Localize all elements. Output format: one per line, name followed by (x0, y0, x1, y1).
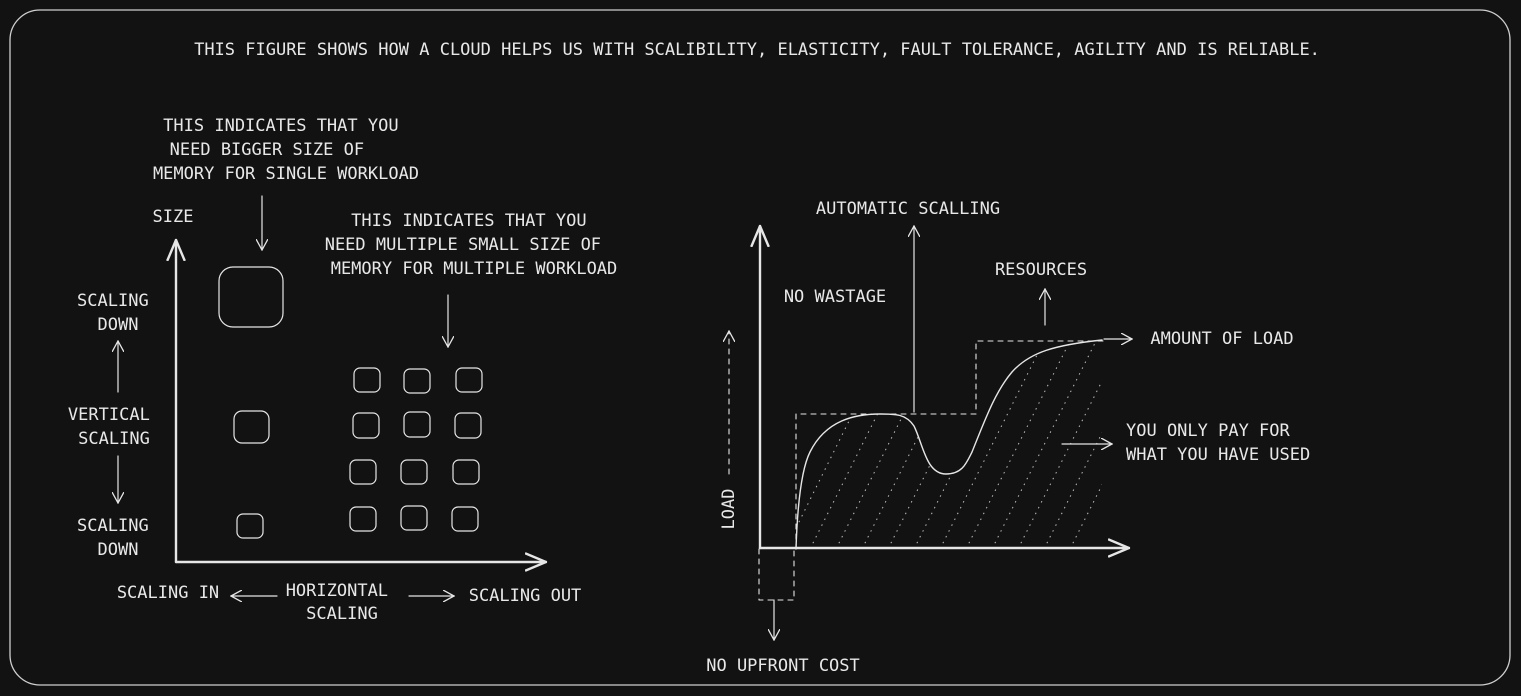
memory-box (352, 412, 380, 439)
no-upfront-cost-label: NO UPFRONT COST (706, 656, 860, 676)
memory-box (353, 367, 381, 393)
scaling-up-label-line: SCALING (77, 291, 149, 311)
pay-per-use-label-line: YOU ONLY PAY FOR (1126, 421, 1291, 441)
scaling-down-label: SCALING DOWN (77, 516, 159, 560)
horizontal-scaling-label-line: SCALING (306, 604, 378, 624)
horizontal-scaling-label-line: HORIZONTAL (286, 581, 388, 601)
resource-steps-dashed (795, 340, 1105, 550)
scaling-in-label: SCALING IN (117, 583, 219, 603)
memory-box (454, 412, 482, 439)
elasticity-load-diagram: LOAD AUTOMATIC SCALLING NO WASTAGE RESOU… (706, 199, 1310, 676)
vertical-scaling-label-line: VERTICAL (68, 405, 150, 425)
memory-box (400, 505, 428, 531)
memory-box (349, 459, 377, 485)
big-memory-note: THIS INDICATES THAT YOU NEED BIGGER SIZE… (153, 116, 419, 184)
pay-per-use-label-line: WHAT YOU HAVE USED (1126, 445, 1310, 465)
memory-box (349, 506, 377, 532)
vertical-scaling-label: VERTICAL SCALING (68, 405, 160, 449)
big-memory-note-line: NEED BIGGER SIZE OF (170, 140, 364, 160)
pay-per-use-label: YOU ONLY PAY FOR WHAT YOU HAVE USED (1126, 421, 1310, 465)
memory-box (403, 411, 431, 438)
small-memory-note-line: MEMORY FOR MULTIPLE WORKLOAD (331, 259, 618, 279)
frame-border (9, 9, 1511, 686)
memory-box (403, 368, 431, 394)
small-memory-note: THIS INDICATES THAT YOU NEED MULTIPLE SM… (325, 211, 618, 279)
amount-of-load-label: AMOUNT OF LOAD (1150, 329, 1293, 349)
memory-box (451, 506, 479, 532)
memory-box (455, 367, 483, 393)
memory-box (400, 459, 428, 485)
memory-box-large (218, 266, 284, 328)
no-wastage-label: NO WASTAGE (784, 287, 886, 307)
scaling-up-label: SCALING DOWN (77, 291, 159, 335)
memory-box (452, 459, 480, 485)
vertical-scaling-label-line: SCALING (78, 429, 150, 449)
small-memory-note-line: THIS INDICATES THAT YOU (351, 211, 586, 231)
size-axis-label: SIZE (153, 207, 194, 227)
memory-box-medium (233, 410, 270, 444)
vertical-horizontal-scaling-diagram: THIS INDICATES THAT YOU NEED BIGGER SIZE… (68, 116, 617, 624)
small-memory-note-line: NEED MULTIPLE SMALL SIZE OF (325, 235, 601, 255)
memory-box-grid (349, 367, 483, 532)
horizontal-scaling-label: HORIZONTAL SCALING (286, 581, 399, 624)
automatic-scaling-label: AUTOMATIC SCALLING (816, 199, 1000, 219)
big-memory-note-line: THIS INDICATES THAT YOU (163, 116, 398, 136)
scaling-down-label-line: SCALING (77, 516, 149, 536)
figure-title: THIS FIGURE SHOWS HOW A CLOUD HELPS US W… (194, 40, 1320, 60)
load-axis-label: LOAD (719, 489, 739, 530)
big-memory-note-line: MEMORY FOR SINGLE WORKLOAD (153, 164, 419, 184)
memory-box-small (236, 513, 264, 539)
scaling-out-label: SCALING OUT (469, 586, 582, 606)
scaling-down-label-line: DOWN (98, 540, 139, 560)
upfront-cost-dashed (758, 548, 795, 601)
load-curve (795, 339, 1103, 550)
resources-label: RESOURCES (995, 260, 1087, 280)
scaling-up-label-line: DOWN (98, 315, 139, 335)
